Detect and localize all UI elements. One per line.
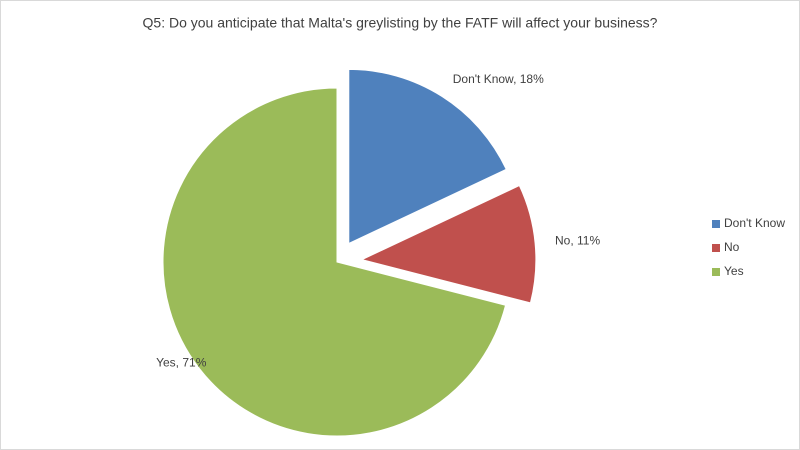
legend-label: No: [724, 240, 740, 254]
legend-swatch: [712, 244, 720, 252]
pie-slice: [348, 68, 507, 245]
data-label: No, 11%: [555, 234, 600, 248]
legend-label: Yes: [724, 264, 744, 278]
pie-slice: [360, 184, 537, 304]
chart-title: Q5: Do you anticipate that Malta's greyl…: [143, 15, 658, 31]
data-label: Don't Know, 18%: [453, 72, 544, 86]
pie-slice: [162, 87, 507, 437]
data-label: Yes, 71%: [156, 355, 207, 369]
legend-swatch: [712, 220, 720, 228]
legend-label: Don't Know: [724, 216, 785, 230]
legend-swatch: [712, 268, 720, 276]
